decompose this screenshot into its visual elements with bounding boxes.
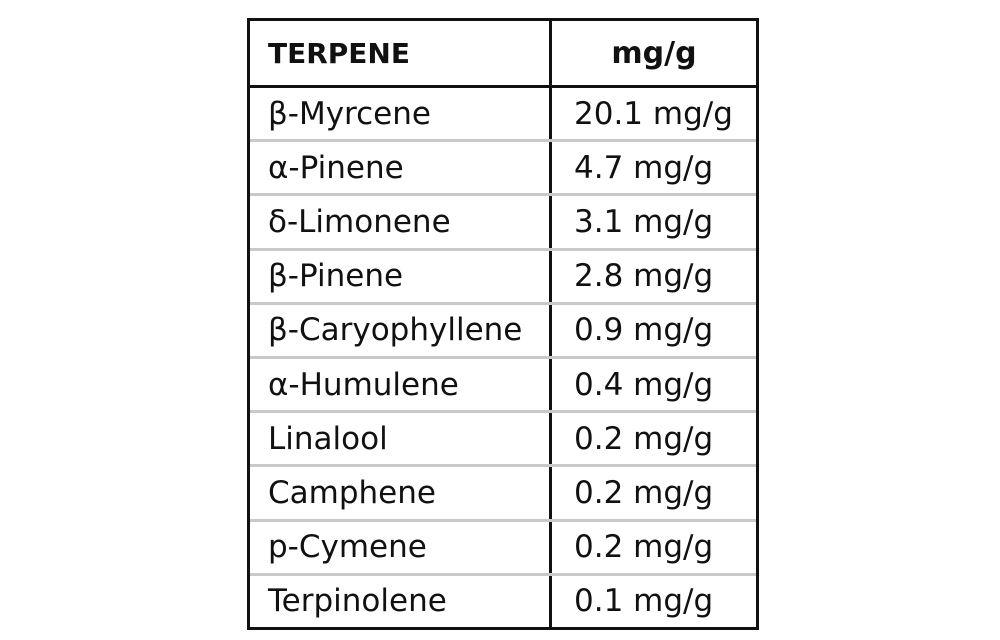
- terpene-name: Linalool: [250, 413, 552, 465]
- header-amount: mg/g: [611, 35, 697, 71]
- terpene-amount: 4.7 mg/g: [574, 149, 714, 186]
- terpene-amount: 0.2 mg/g: [574, 529, 714, 566]
- header-terpene: TERPENE: [250, 21, 552, 85]
- terpene-name: p-Cymene: [250, 521, 552, 573]
- table-row: α-Pinene 4.7 mg/g: [250, 142, 756, 197]
- terpene-amount: 2.8 mg/g: [574, 258, 714, 295]
- terpene-name: δ-Limonene: [250, 196, 552, 248]
- table-row: β-Myrcene 20.1 mg/g: [250, 88, 756, 143]
- table-row: β-Caryophyllene 0.9 mg/g: [250, 304, 756, 360]
- terpene-name: β-Myrcene: [250, 88, 552, 140]
- terpene-amount: 0.9 mg/g: [574, 312, 714, 349]
- terpene-name: β-Pinene: [250, 250, 552, 302]
- table-row: α-Humulene 0.4 mg/g: [250, 359, 756, 414]
- terpene-amount: 0.2 mg/g: [574, 420, 714, 457]
- table-row: Linalool 0.2 mg/g: [250, 413, 756, 468]
- table-row: Camphene 0.2 mg/g: [250, 467, 756, 522]
- terpene-amount: 3.1 mg/g: [574, 204, 714, 240]
- terpene-amount: 0.2 mg/g: [574, 475, 714, 512]
- terpene-name: Camphene: [250, 467, 552, 519]
- terpene-table: TERPENE mg/g β-Myrcene 20.1 mg/g α-Pinen…: [247, 18, 759, 630]
- table-row: Terpinolene 0.1 mg/g: [250, 575, 756, 628]
- terpene-name: α-Pinene: [250, 142, 552, 194]
- terpene-amount: 20.1 mg/g: [574, 95, 733, 132]
- terpene-name: β-Caryophyllene: [250, 304, 552, 357]
- terpene-name: α-Humulene: [250, 359, 552, 411]
- terpene-name: Terpinolene: [250, 575, 552, 628]
- table-header-row: TERPENE mg/g: [250, 21, 756, 88]
- terpene-amount: 0.1 mg/g: [574, 583, 714, 620]
- terpene-amount: 0.4 mg/g: [574, 366, 714, 403]
- table-row: β-Pinene 2.8 mg/g: [250, 250, 756, 305]
- table-row: δ-Limonene 3.1 mg/g: [250, 196, 756, 251]
- table-row: p-Cymene 0.2 mg/g: [250, 521, 756, 576]
